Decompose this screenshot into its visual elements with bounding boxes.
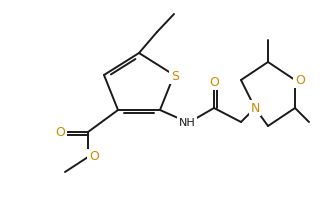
Text: O: O: [89, 150, 99, 163]
Text: S: S: [171, 69, 179, 82]
Text: NH: NH: [179, 118, 196, 128]
Text: O: O: [295, 74, 305, 86]
Text: O: O: [209, 76, 219, 88]
Text: N: N: [250, 101, 260, 115]
Text: O: O: [55, 125, 65, 139]
